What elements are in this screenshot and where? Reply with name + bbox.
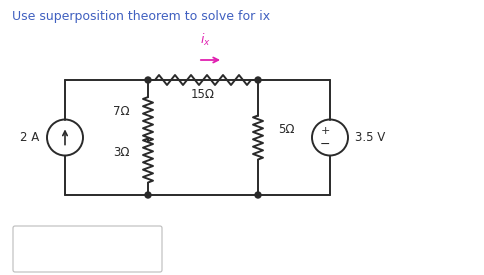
Text: 15Ω: 15Ω	[191, 87, 214, 100]
Text: 2 A: 2 A	[20, 131, 39, 144]
Circle shape	[145, 77, 151, 83]
Text: 3Ω: 3Ω	[113, 146, 130, 159]
Text: 5Ω: 5Ω	[277, 123, 294, 136]
Text: −: −	[319, 138, 330, 151]
Circle shape	[145, 192, 151, 198]
Text: $i_x$: $i_x$	[199, 32, 210, 48]
FancyBboxPatch shape	[13, 226, 162, 272]
Text: 7Ω: 7Ω	[113, 104, 130, 118]
Circle shape	[255, 192, 260, 198]
Text: +: +	[319, 125, 329, 136]
Text: 3.5 V: 3.5 V	[354, 131, 384, 144]
Circle shape	[255, 77, 260, 83]
Text: Use superposition theorem to solve for ix: Use superposition theorem to solve for i…	[12, 10, 270, 23]
